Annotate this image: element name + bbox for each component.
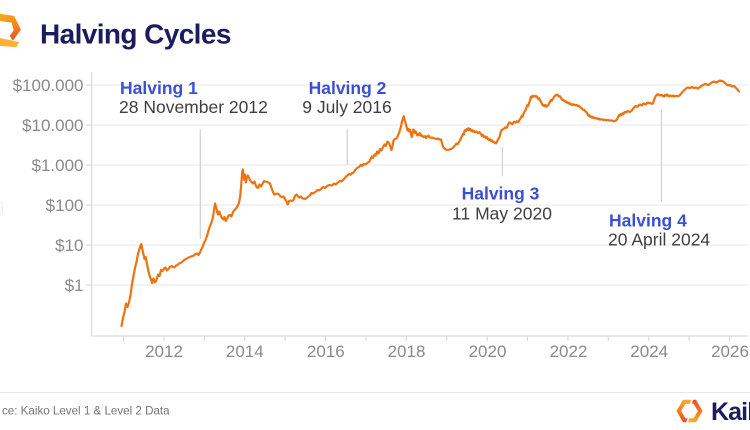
svg-text:11 May 2020: 11 May 2020 [452,204,552,224]
svg-text:Halving 2: Halving 2 [309,78,387,98]
svg-text:$1.000: $1.000 [32,156,84,175]
svg-text:2016: 2016 [307,342,345,361]
svg-text:$1: $1 [65,276,84,295]
svg-text:ce: Kaiko Level 1 & Level 2 Da: ce: Kaiko Level 1 & Level 2 Data [2,405,170,418]
svg-text:2014: 2014 [226,342,264,361]
svg-text:28 November 2012: 28 November 2012 [119,97,268,117]
svg-text:$100: $100 [46,196,84,215]
svg-text:9 July 2016: 9 July 2016 [302,97,392,117]
svg-text:2024: 2024 [630,342,668,361]
svg-text:$10: $10 [55,236,83,255]
svg-text:$10.000: $10.000 [22,116,83,135]
svg-text:Halving 1: Halving 1 [120,78,198,98]
svg-text:Halving Cycles: Halving Cycles [40,19,231,50]
svg-text:2026: 2026 [711,342,749,361]
svg-text:2012: 2012 [145,342,183,361]
svg-text:2020: 2020 [469,342,507,361]
svg-text:Halving 4: Halving 4 [609,211,687,231]
svg-text:2022: 2022 [550,342,588,361]
svg-text:Halving 3: Halving 3 [462,184,540,204]
svg-text:$100.000: $100.000 [13,76,84,95]
svg-text:Kaik: Kaik [711,398,750,426]
svg-text:2018: 2018 [388,342,426,361]
svg-text:20 April 2024: 20 April 2024 [608,230,710,250]
